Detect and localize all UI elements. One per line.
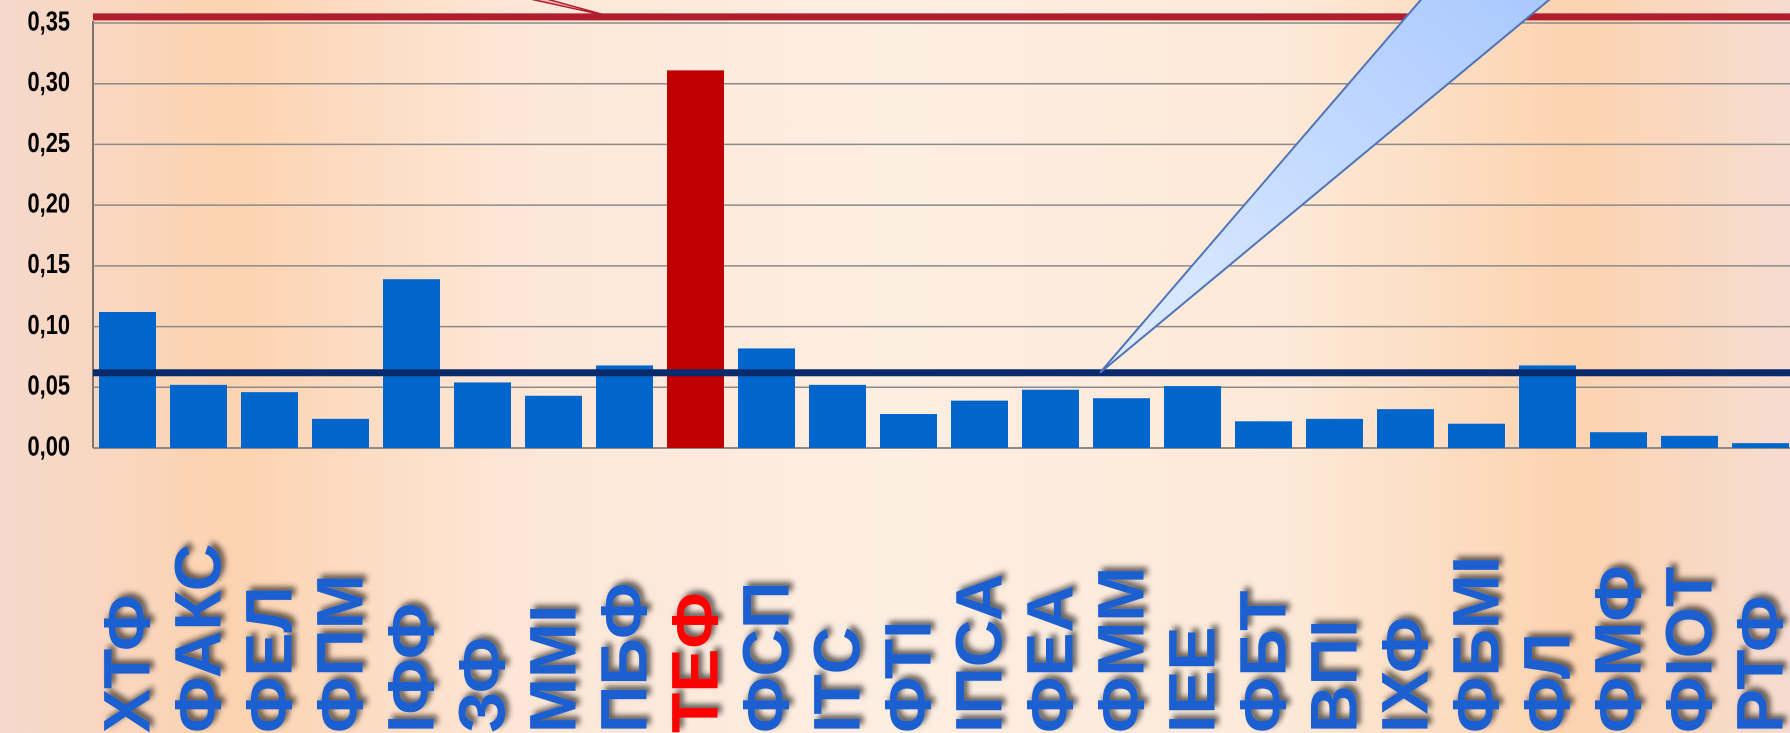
category-label: ФСП: [729, 582, 803, 733]
y-axis-tick-labels: 0,00 0,05 0,10 0,15 0,20 0,25 0,30 0,35: [28, 6, 71, 462]
category-label: ІТС: [800, 627, 874, 733]
category-label: ІХФ: [1368, 617, 1442, 733]
y-tick-label: 0,05: [28, 370, 71, 401]
callout-pointer-red: [531, 0, 613, 18]
category-label: ЗФ: [445, 637, 519, 733]
category-label: ВПІ: [1297, 620, 1371, 733]
y-tick-label: 0,10: [28, 309, 70, 340]
category-label: ФІОТ: [1652, 567, 1726, 733]
bar: [809, 384, 866, 448]
bar: [1448, 423, 1505, 448]
category-label: ПБФ: [587, 583, 661, 733]
category-label: ФПМ: [303, 574, 377, 733]
category-label: ММІ: [516, 605, 590, 733]
bar: [738, 348, 795, 448]
bar-highlighted: [667, 70, 724, 448]
bar: [525, 395, 582, 448]
category-label: ФММ: [1084, 567, 1158, 733]
category-label: ІПСА: [942, 574, 1016, 733]
bar: [1519, 365, 1576, 448]
y-tick-label: 0,00: [28, 431, 70, 462]
category-label: ФАКС: [161, 544, 235, 733]
category-label: ФТІ: [871, 621, 945, 733]
category-label: ФБТ: [1226, 591, 1300, 733]
bar: [1661, 435, 1718, 448]
bar: [596, 365, 653, 448]
y-tick-label: 0,20: [28, 188, 70, 219]
category-label-highlighted: ТЕФ: [658, 592, 732, 733]
y-tick-label: 0,15: [28, 249, 71, 280]
bar: [1306, 418, 1363, 448]
bar: [1590, 432, 1647, 448]
bar: [1164, 386, 1221, 448]
bar: [383, 279, 440, 448]
reference-lines: [93, 13, 1790, 377]
bar: [312, 418, 369, 448]
x-axis-category-labels: ХТФФАКСФЕЛФПМІФФЗФММІПБФТЕФФСПІТСФТІІПСА…: [90, 544, 1790, 733]
category-label: ФЕА: [1013, 585, 1087, 733]
bar: [1093, 398, 1150, 448]
bar: [99, 312, 156, 448]
category-label: ФМФ: [1581, 565, 1655, 733]
bar: [454, 382, 511, 448]
gridlines: [92, 21, 1790, 449]
bars: [99, 70, 1789, 448]
callout-pointer-blue: [1099, 0, 1551, 374]
bar: [170, 384, 227, 448]
callouts: [531, 0, 1551, 374]
category-label: ХТФ: [90, 595, 164, 733]
bar: [951, 400, 1008, 448]
y-tick-label: 0,25: [28, 127, 71, 158]
bar: [880, 414, 937, 448]
y-tick-label: 0,35: [28, 6, 71, 37]
bar: [1235, 421, 1292, 448]
category-label: ІЕЕ: [1155, 627, 1229, 733]
category-label: ІФФ: [374, 603, 448, 733]
category-label: ФБМІ: [1439, 556, 1513, 733]
y-tick-label: 0,30: [28, 67, 70, 98]
category-label: РТФ: [1723, 596, 1790, 733]
bar: [241, 392, 298, 448]
category-label: ФЕЛ: [232, 586, 306, 733]
bar: [1377, 409, 1434, 448]
bar: [1022, 389, 1079, 448]
category-label: ФЛ: [1510, 633, 1584, 733]
bar: [1732, 443, 1789, 448]
